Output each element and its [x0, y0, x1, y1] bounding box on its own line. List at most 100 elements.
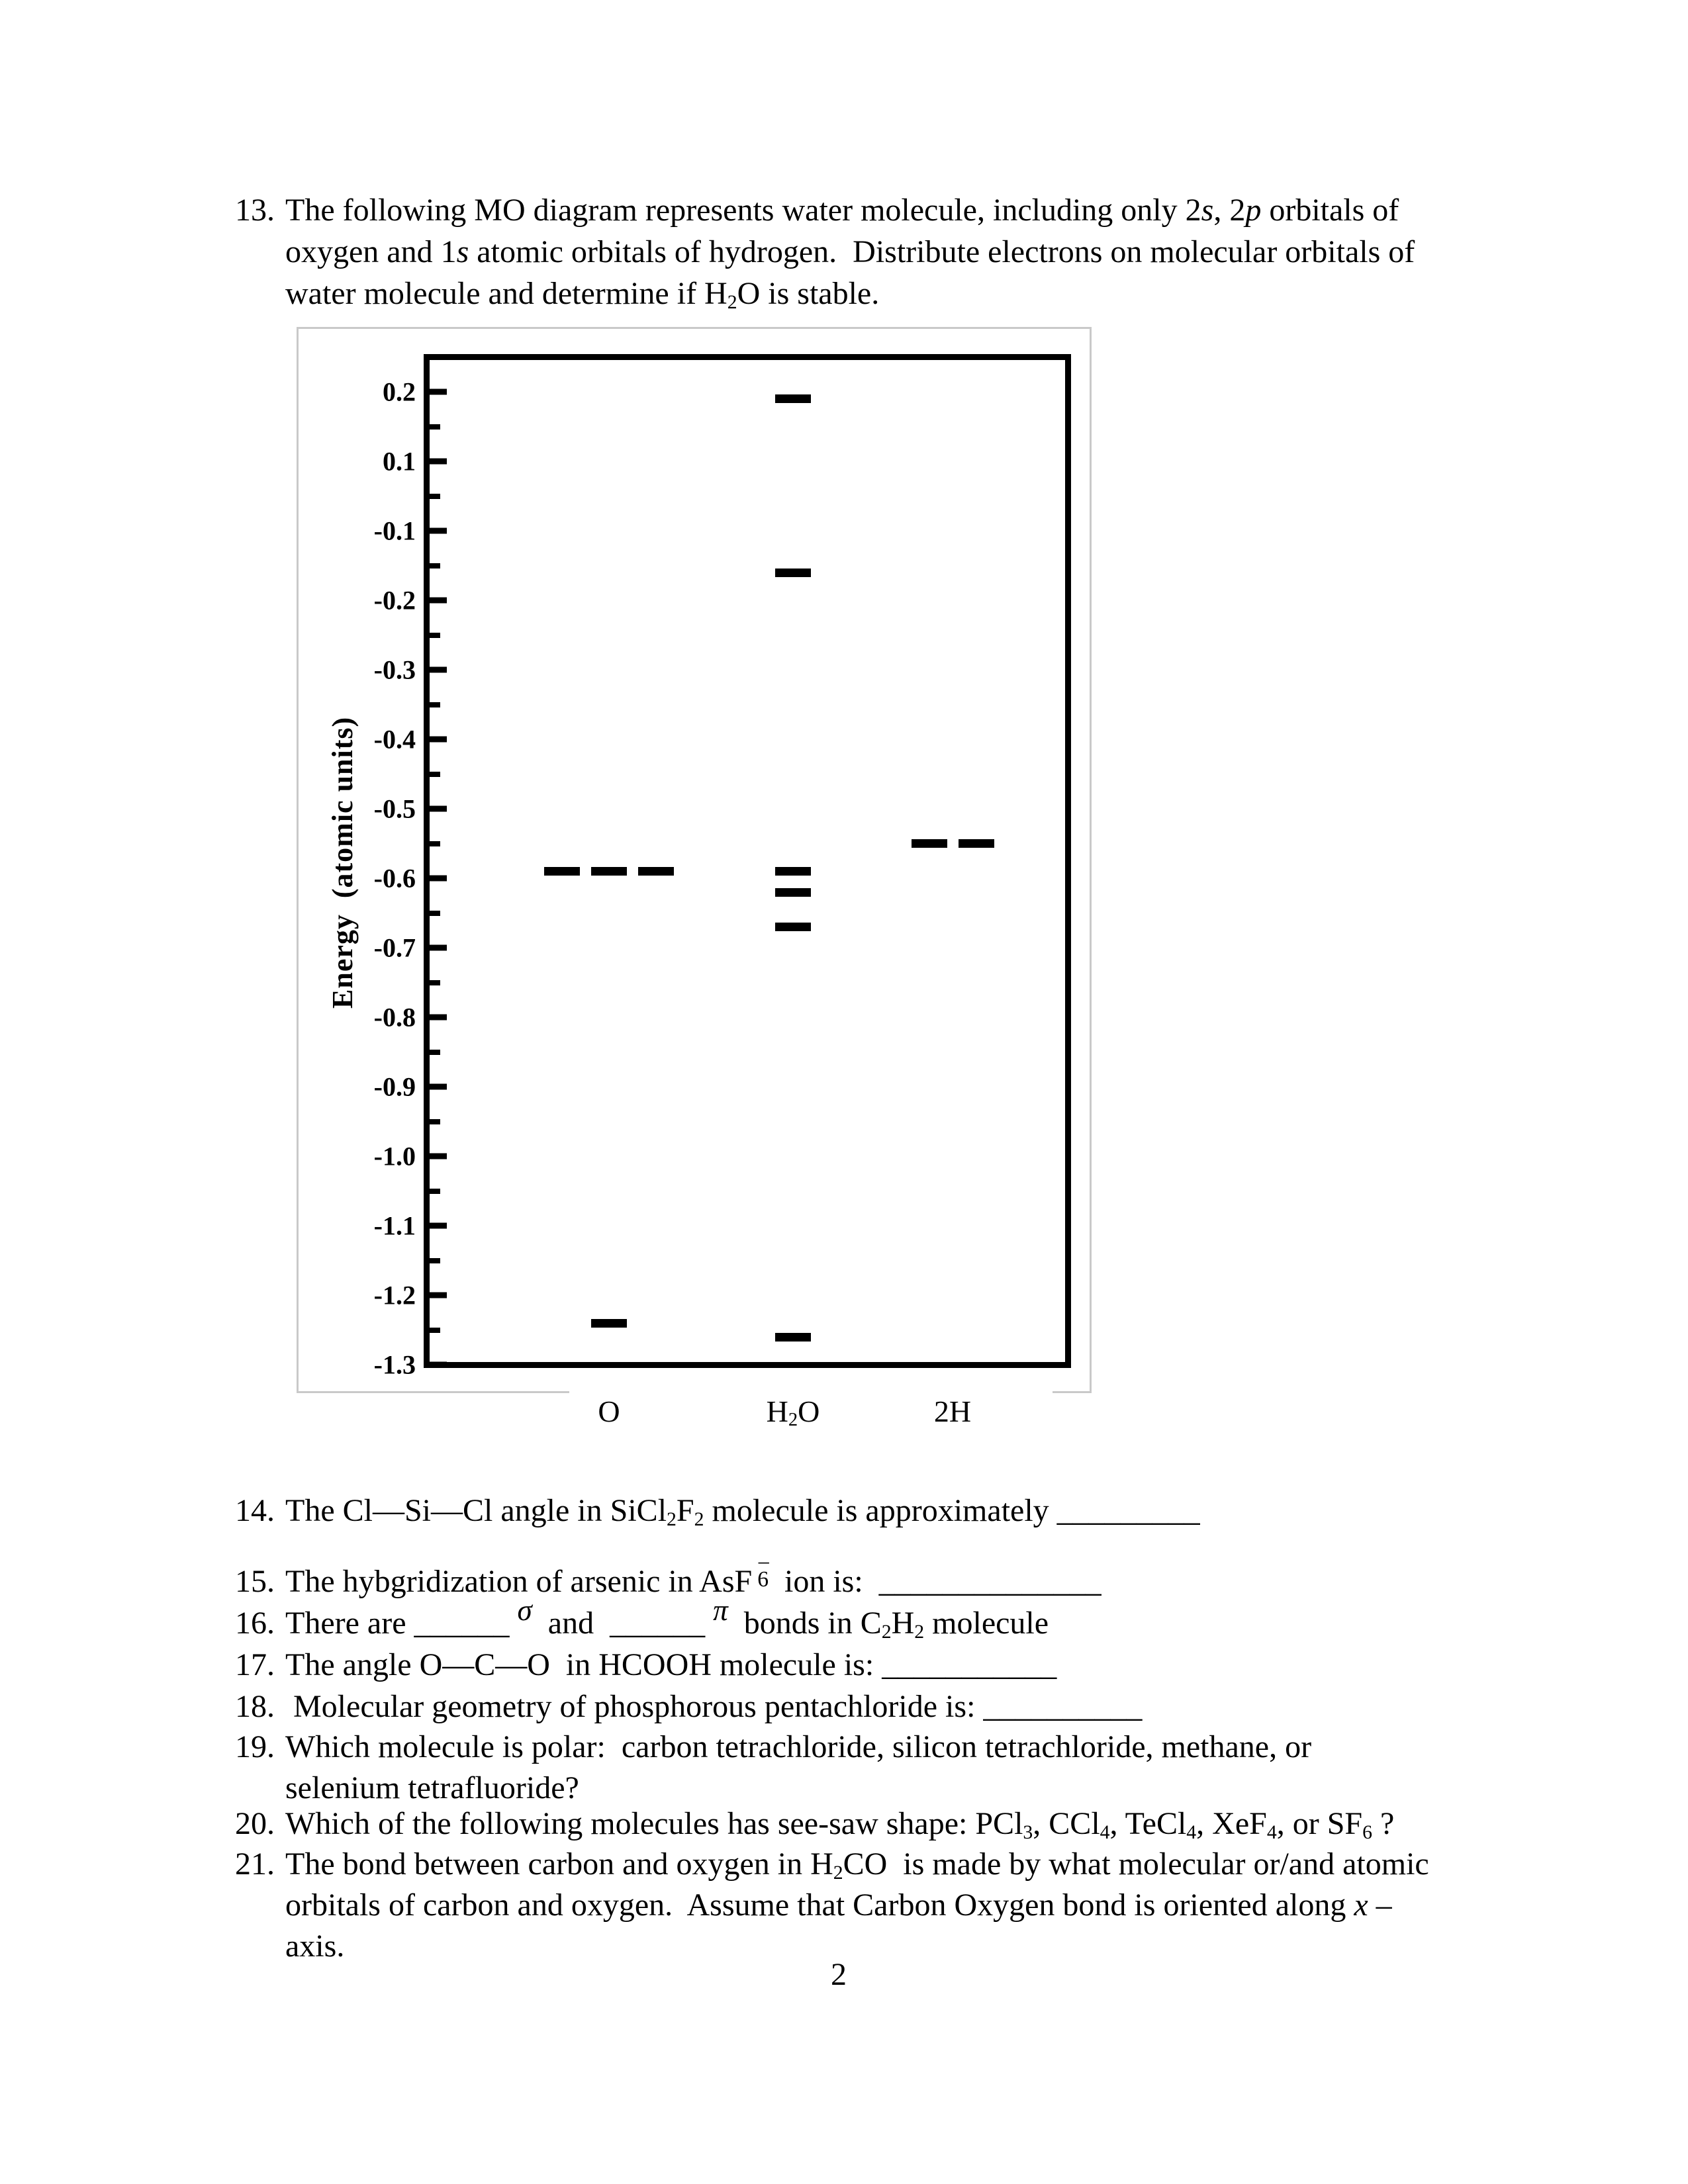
y-tick-label: -0.9 [373, 1071, 416, 1102]
question-19-line-2: selenium tetrafluoride? [235, 1768, 1583, 1808]
energy-level-dash-H2O [775, 394, 811, 403]
y-tick-label: 0.2 [383, 377, 416, 407]
y-minor-tick [430, 979, 440, 985]
x-category-label: O [598, 1394, 620, 1428]
energy-level-dash-H2O [775, 1332, 811, 1342]
question-text: Which molecule is polar: carbon tetrachl… [285, 1729, 1312, 1764]
y-tick-label: -1.2 [373, 1280, 416, 1310]
question-number: 21. [235, 1846, 275, 1882]
y-tick-label: -0.6 [373, 863, 416, 893]
page-number: 2 [831, 1957, 847, 1992]
question-13-line-3: water molecule and determine if H2O is s… [235, 274, 1583, 314]
y-major-tick [430, 1083, 447, 1090]
category-label-strip [569, 1385, 1053, 1426]
question-13-line-1: 13. The following MO diagram represents w… [235, 191, 1532, 230]
question-number: 19. [235, 1729, 275, 1764]
question-14: 14. The Cl—Si—Cl angle in SiCl2F2 molecul… [235, 1491, 1532, 1531]
question-number: 17. [235, 1647, 275, 1682]
question-text: The bond between carbon and oxygen in H2… [285, 1846, 1429, 1884]
y-minor-tick [430, 1327, 440, 1333]
question-number: 13. [235, 193, 275, 228]
y-tick-label: -0.2 [373, 585, 416, 615]
y-tick-label: -0.8 [373, 1002, 416, 1032]
y-minor-tick [430, 771, 440, 777]
energy-level-dash-H2O [775, 887, 811, 897]
question-number: 15. [235, 1564, 275, 1599]
y-minor-tick [430, 1118, 440, 1124]
y-major-tick [430, 1222, 447, 1229]
energy-level-dash-H2O [775, 568, 811, 577]
question-text: The hybgridization of arsenic in AsF –6 i… [285, 1549, 1102, 1599]
y-major-tick [430, 1153, 447, 1160]
y-tick-label: -1.1 [373, 1210, 416, 1241]
y-major-tick [430, 597, 447, 604]
y-minor-tick [430, 1257, 440, 1263]
question-text: The angle O—C—O in HCOOH molecule is: __… [285, 1647, 1057, 1682]
question-number: 16. [235, 1606, 275, 1641]
y-tick-label: -0.5 [373, 794, 416, 824]
question-text: There are ______ σ and ______ π bonds in… [285, 1593, 1049, 1643]
y-major-tick [430, 388, 447, 395]
question-18: 18. Molecular geometry of phosphorous pe… [235, 1687, 1532, 1727]
energy-level-dash-2H [911, 839, 947, 848]
y-minor-tick [430, 632, 440, 638]
question-21-line-3: axis. [235, 1927, 1583, 1966]
y-tick-label: -0.3 [373, 655, 416, 685]
y-major-tick [430, 1361, 447, 1368]
x-category-label: 2H [933, 1394, 972, 1428]
question-17: 17. The angle O—C—O in HCOOH molecule is:… [235, 1645, 1532, 1685]
y-major-tick [430, 1292, 447, 1298]
energy-level-dash-O [591, 867, 627, 876]
y-minor-tick [430, 1188, 440, 1194]
question-21-line-1: 21. The bond between carbon and oxygen in… [235, 1844, 1532, 1884]
energy-level-dash-O [591, 1318, 627, 1328]
question-text: selenium tetrafluoride? [285, 1770, 579, 1805]
question-19-line-1: 19. Which molecule is polar: carbon tetra… [235, 1727, 1532, 1767]
y-tick-label: -1.3 [373, 1349, 416, 1380]
question-15: 15. The hybgridization of arsenic in AsF –… [235, 1549, 1532, 1605]
question-number: 20. [235, 1806, 275, 1841]
energy-level-dash-O [638, 867, 674, 876]
energy-level-dash-H2O [775, 923, 811, 931]
y-tick-label: -1.0 [373, 1141, 416, 1171]
y-tick-label: -0.1 [373, 516, 416, 546]
question-text: Molecular geometry of phosphorous pentac… [285, 1689, 1143, 1724]
question-number: 18. [235, 1689, 275, 1724]
question-13-line-2: oxygen and 1s atomic orbitals of hydroge… [235, 232, 1583, 272]
question-text: oxygen and 1s atomic orbitals of hydroge… [285, 234, 1415, 269]
energy-level-dash-H2O [775, 867, 811, 876]
y-minor-tick [430, 841, 440, 846]
question-20: 20. Which of the following molecules has … [235, 1804, 1532, 1844]
y-minor-tick [430, 493, 440, 499]
question-16: 16. There are ______ σ and ______ π bonds… [235, 1593, 1532, 1643]
x-category-label: H2O [766, 1394, 820, 1431]
energy-level-dash-2H [958, 839, 994, 848]
y-minor-tick [430, 563, 440, 569]
y-major-tick [430, 666, 447, 673]
y-major-tick [430, 875, 447, 882]
y-major-tick [430, 805, 447, 812]
y-minor-tick [430, 702, 440, 707]
y-major-tick [430, 736, 447, 743]
y-tick-label: -0.7 [373, 933, 416, 963]
question-text: water molecule and determine if H2O is s… [285, 276, 880, 313]
y-tick-label: 0.1 [383, 446, 416, 477]
y-minor-tick [430, 424, 440, 430]
question-21-line-2: orbitals of carbon and oxygen. Assume th… [235, 1886, 1583, 1925]
question-text: The Cl—Si—Cl angle in SiCl2F2 molecule i… [285, 1493, 1200, 1530]
y-minor-tick [430, 1049, 440, 1055]
y-major-tick [430, 944, 447, 951]
question-text: Which of the following molecules has see… [285, 1806, 1395, 1843]
y-tick-label: -0.4 [373, 724, 416, 754]
question-text: orbitals of carbon and oxygen. Assume th… [285, 1888, 1392, 1923]
y-major-tick [430, 527, 447, 534]
question-number: 14. [235, 1493, 275, 1528]
y-major-tick [430, 1014, 447, 1021]
y-major-tick [430, 458, 447, 465]
question-text: axis. [285, 1929, 345, 1964]
plot-frame [424, 354, 1071, 1368]
energy-level-dash-O [544, 867, 580, 876]
question-text: The following MO diagram represents wate… [285, 193, 1399, 228]
y-minor-tick [430, 910, 440, 916]
